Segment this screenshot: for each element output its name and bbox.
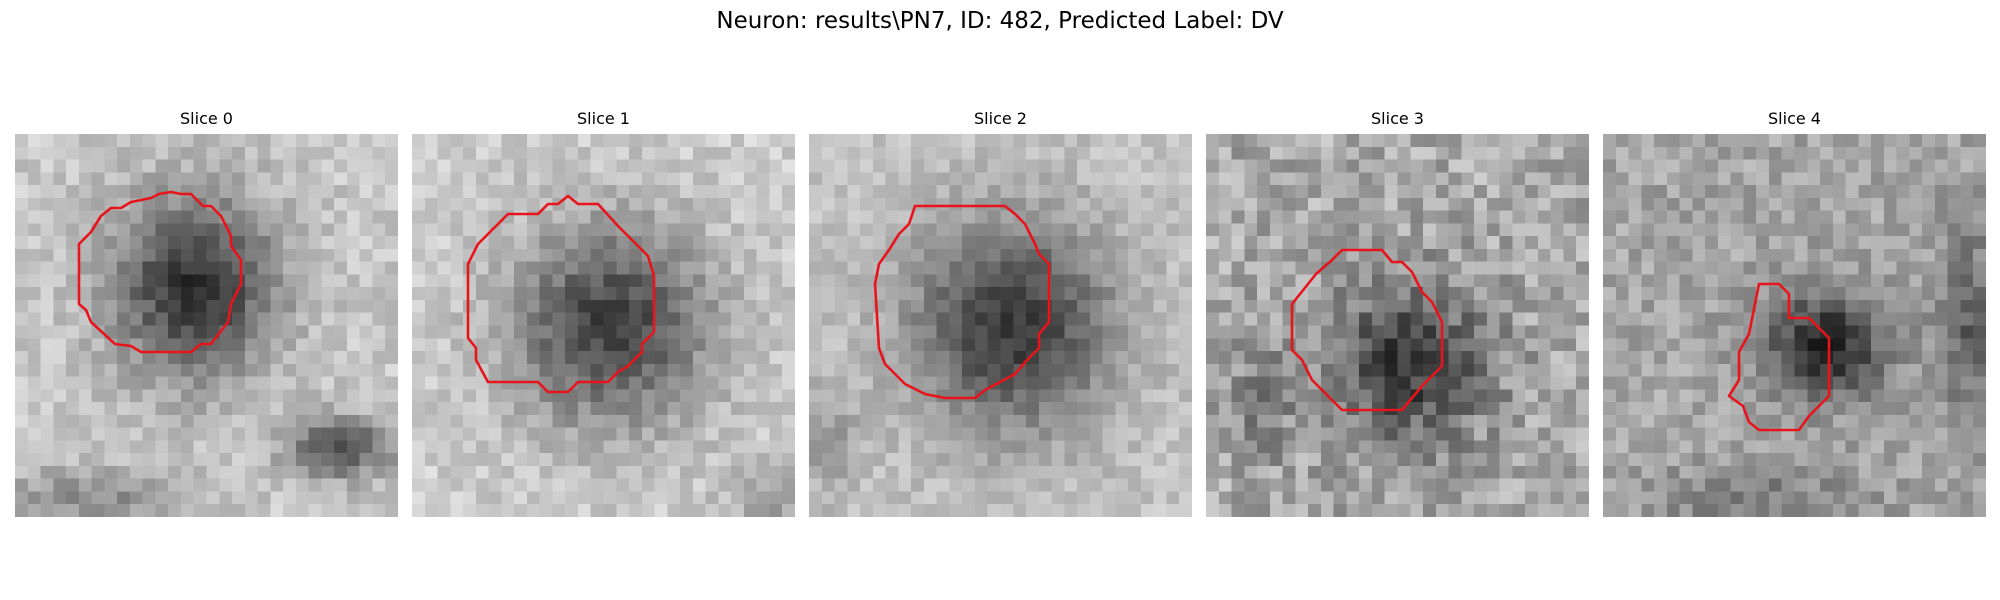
figure-title: Neuron: results\PN7, ID: 482, Predicted … [716, 8, 1284, 34]
segmentation-contour [466, 194, 656, 394]
microscopy-image [809, 134, 1192, 517]
slice-panel-3: Slice 3 [1206, 108, 1589, 517]
slice-image [809, 134, 1192, 517]
slice-image [15, 134, 398, 517]
segmentation-contour [873, 204, 1051, 400]
slice-image [412, 134, 795, 517]
slice-title: Slice 1 [577, 109, 630, 128]
slice-panel-4: Slice 4 [1603, 108, 1986, 517]
segmentation-contour [1727, 282, 1831, 432]
slice-title: Slice 2 [974, 109, 1027, 128]
slice-title: Slice 4 [1768, 109, 1821, 128]
segmentation-contour [77, 190, 243, 354]
microscopy-image [1206, 134, 1589, 517]
slice-title: Slice 0 [180, 109, 233, 128]
slice-panel-0: Slice 0 [15, 108, 398, 517]
microscopy-image [15, 134, 398, 517]
microscopy-image [1603, 134, 1986, 517]
microscopy-image [412, 134, 795, 517]
slice-title: Slice 3 [1371, 109, 1424, 128]
slice-image [1206, 134, 1589, 517]
slice-panel-2: Slice 2 [809, 108, 1192, 517]
segmentation-contour [1290, 248, 1444, 412]
slice-image [1603, 134, 1986, 517]
slice-panel-1: Slice 1 [412, 108, 795, 517]
